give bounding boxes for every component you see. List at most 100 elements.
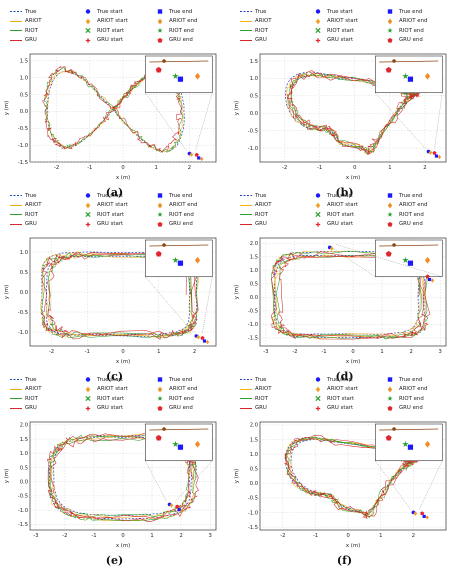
legend-entry-ariot-end: ARIOT end	[154, 386, 197, 393]
legend-label: RIOT end	[169, 27, 194, 34]
legend-label: ARIOT start	[327, 18, 358, 24]
legend-marker	[315, 202, 321, 208]
zoom-connector	[202, 276, 213, 334]
legend-entry-ariot: ARIOT	[240, 386, 272, 393]
trajectory-line-gru	[286, 70, 421, 156]
riot-end-marker	[172, 256, 179, 263]
legend-marker	[85, 221, 91, 227]
x-axis-label: x (m)	[116, 175, 130, 181]
y-tick-label: -0.5	[18, 494, 28, 500]
legend-swatch	[315, 193, 321, 198]
x-tick-label: 0	[121, 533, 124, 539]
legend-label: GRU start	[327, 405, 354, 411]
gru-end-marker	[155, 250, 162, 257]
legend-entry-riot-end: RIOT end	[384, 211, 424, 218]
legend-swatch	[85, 377, 91, 382]
zoom-connector	[335, 244, 443, 277]
legend-marker	[315, 221, 321, 227]
legend-label: ARIOT end	[169, 202, 198, 208]
legend-swatch	[85, 37, 91, 43]
legend-entry-gru: GRU	[10, 221, 37, 228]
legend-marker	[315, 193, 321, 198]
legend-entry-true-end: True end	[154, 8, 192, 15]
trajectory-plot: -3 -2 -1 0 1 2 3 -1.5 -1.0 -0.5 0.0 0.5 1.0 1.5 2.0 x (…	[234, 237, 447, 365]
legend-entry-riot-end: RIOT end	[384, 27, 424, 34]
legend-entry-true-end: True end	[384, 192, 422, 199]
y-tick-label: -1.0	[248, 146, 258, 152]
legend-label: GRU end	[399, 37, 423, 43]
y-tick-label: -0.5	[248, 128, 258, 134]
legend-label: ARIOT start	[97, 386, 128, 392]
y-tick-label: 0.5	[20, 465, 28, 471]
y-tick-label: 1.0	[250, 452, 258, 458]
x-tick-label: -3	[263, 349, 268, 355]
x-tick-label: 0	[346, 533, 349, 539]
legend-label: True end	[399, 8, 423, 15]
legend-label: GRU	[25, 221, 37, 227]
legend-label: RIOT start	[327, 211, 355, 218]
legend-entry-true-end: True end	[384, 376, 422, 383]
y-tick-label: -0.5	[248, 309, 258, 315]
y-tick-label: 0.5	[250, 467, 258, 473]
legend-entry-true-start: True start	[312, 376, 353, 383]
riot-end-marker	[172, 440, 179, 447]
x-tick-label: -1	[87, 165, 92, 171]
legend-label: GRU start	[97, 405, 124, 411]
legend: True True start True end ARIOT ARIOT start AR…	[6, 374, 224, 416]
legend-entry-true-start: True start	[82, 376, 123, 383]
legend-swatch	[10, 11, 22, 12]
legend-marker	[387, 386, 393, 392]
legend-swatch	[10, 398, 22, 399]
legend-label: RIOT	[25, 27, 38, 34]
x-tick-label: -1	[321, 349, 326, 355]
legend-swatch	[157, 386, 163, 392]
y-axis-label: y (m)	[234, 101, 240, 115]
y-tick-label: -0.5	[248, 496, 258, 502]
x-axis-label: x (m)	[116, 543, 130, 549]
trajectory-panel-f: True True start True end ARIOT ARIOT start AR…	[232, 372, 457, 567]
x-tick-label: -1	[317, 165, 322, 171]
legend-marker	[315, 211, 321, 218]
legend-label: RIOT end	[169, 211, 194, 218]
legend-swatch	[387, 9, 393, 14]
y-tick-label: -1.0	[18, 143, 28, 149]
legend-swatch	[315, 386, 321, 392]
panel-caption: (d)	[335, 370, 354, 383]
x-tick-label: -2	[292, 349, 297, 355]
y-tick-label: 1.0	[20, 250, 28, 256]
legend: True True start True end ARIOT ARIOT start AR…	[6, 190, 224, 232]
gru-end-marker	[385, 250, 392, 257]
true-end-main-marker	[177, 508, 181, 512]
trajectory-plot: -2 -1 0 1 2 -1.5 -1.0 -0.5 0.0 0.5 1.0 1.5 2.0 x (m) y…	[234, 421, 447, 549]
ariot-start-marker	[189, 152, 194, 157]
legend-swatch	[240, 398, 252, 399]
legend-entry-gru: GRU	[10, 37, 37, 44]
y-tick-label: -1.5	[18, 522, 28, 528]
legend-swatch	[10, 30, 22, 31]
ariot-start-marker	[196, 334, 201, 340]
legend-swatch	[315, 395, 321, 402]
riot-end-marker	[402, 72, 409, 79]
legend-swatch	[157, 395, 163, 401]
legend-marker	[85, 377, 91, 382]
legend-swatch	[240, 223, 252, 225]
y-tick-label: 1.5	[20, 59, 28, 65]
legend-entry-true: True	[10, 376, 36, 383]
y-tick-label: 0.5	[250, 282, 258, 288]
inset-start-marker	[162, 243, 166, 247]
panel-caption: (a)	[105, 186, 124, 199]
legend-label: RIOT	[25, 211, 38, 218]
true-end-marker	[177, 260, 184, 266]
legend-label: GRU start	[327, 221, 354, 227]
legend-entry-riot-end: RIOT end	[154, 27, 194, 34]
legend-label: ARIOT end	[169, 18, 198, 24]
legend-entry-true-end: True end	[154, 376, 192, 383]
legend-swatch	[315, 27, 321, 34]
legend-marker	[157, 37, 163, 43]
y-axis-label: y (m)	[4, 469, 10, 483]
trajectory-plot: -2 -1 0 1 2 -1.0 -0.5 0.0 0.5 1.0 1.5 x (m) y (m)	[234, 53, 447, 181]
legend-entry-gru: GRU	[240, 37, 267, 44]
legend-swatch	[387, 377, 393, 382]
legend-entry-riot-start: RIOT start	[82, 27, 124, 34]
legend-entry-true: True	[10, 8, 36, 15]
